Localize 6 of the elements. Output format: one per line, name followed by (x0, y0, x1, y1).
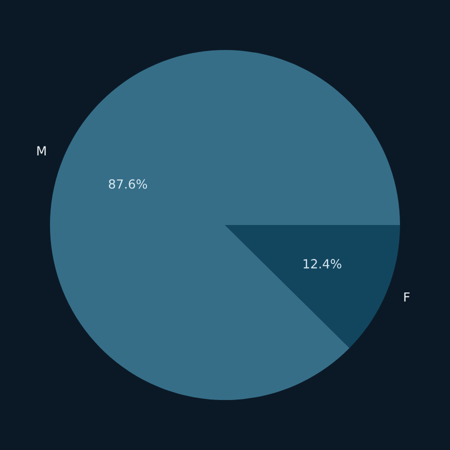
pie-slice (50, 50, 400, 400)
pie-slice (225, 225, 400, 348)
slice-label: F (404, 292, 410, 302)
data-label: 12.4% (304, 259, 342, 269)
data-label: 87.6% (108, 179, 148, 189)
slice-label: M (37, 146, 46, 156)
